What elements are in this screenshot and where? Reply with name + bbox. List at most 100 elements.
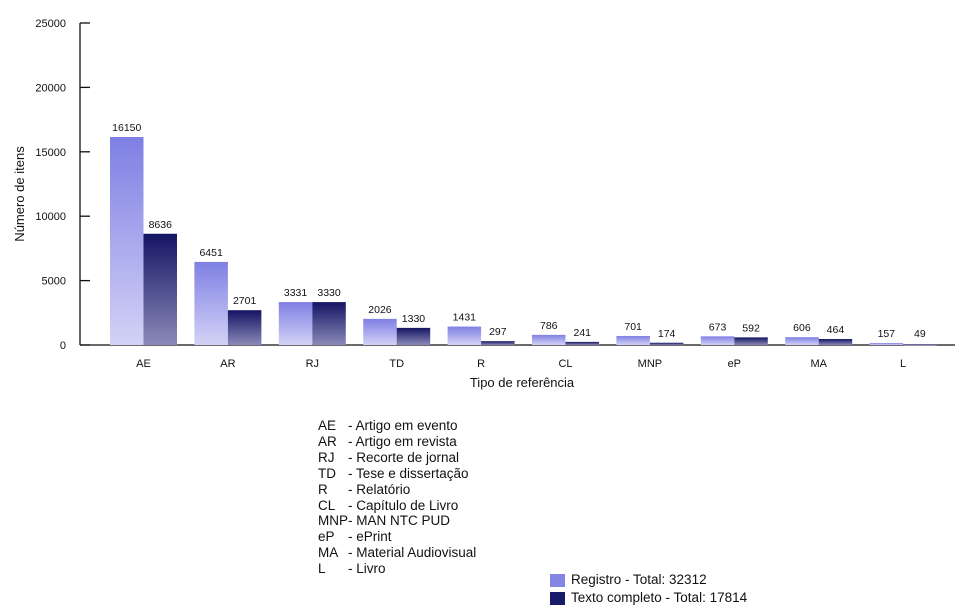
abbreviation-item: TD - Tese e dissertação — [318, 466, 476, 482]
y-tick-label: 10000 — [35, 211, 66, 223]
abbreviation-item: AE - Artigo em evento — [318, 418, 476, 434]
bar — [143, 233, 177, 345]
data-label: 3331 — [284, 287, 308, 299]
x-axis-title: Tipo de referência — [470, 375, 575, 390]
y-tick-label: 5000 — [42, 276, 66, 288]
abbreviation-description: - ePrint — [348, 529, 392, 545]
data-label: 606 — [793, 322, 811, 334]
abbreviation-code: CL — [318, 497, 336, 513]
abbreviation-description: - Artigo em revista — [348, 433, 457, 449]
x-tick-label: MNP — [638, 358, 662, 370]
data-label: 157 — [878, 328, 896, 340]
data-label: 592 — [742, 322, 760, 334]
abbreviation-code: eP — [318, 529, 335, 545]
x-tick-label: AE — [136, 358, 151, 370]
abbreviation-description: - Livro — [348, 561, 386, 577]
bar — [194, 261, 228, 345]
data-label: 49 — [914, 328, 926, 340]
abbreviation-code: AE — [318, 418, 337, 433]
bar — [818, 339, 853, 345]
data-label: 701 — [624, 321, 642, 333]
legend-swatch-texto-completo — [550, 591, 565, 605]
abbreviation-code: L — [318, 561, 326, 577]
bar — [396, 327, 431, 345]
abbreviation-description: - Material Audiovisual — [348, 545, 477, 561]
y-axis-title: Número de itens — [12, 146, 27, 242]
data-label: 673 — [709, 321, 727, 333]
data-label: 241 — [573, 327, 591, 339]
legend-label-registro: Registro - Total: 32312 — [571, 572, 707, 587]
bar — [532, 334, 566, 345]
abbreviation-code: AR — [318, 433, 337, 449]
abbreviation-item: MA - Material Audiovisual — [318, 545, 476, 561]
x-tick-label: MA — [810, 358, 827, 370]
bar — [227, 310, 262, 345]
abbreviation-item: MNP - MAN NTC PUD — [318, 513, 476, 529]
bar — [447, 326, 482, 345]
bar — [903, 344, 937, 346]
bar — [312, 302, 346, 345]
x-tick-label: CL — [558, 358, 572, 370]
legend: Registro - Total: 32312 Texto completo -… — [550, 571, 747, 607]
abbreviation-item: R - Relatório — [318, 482, 476, 498]
data-label: 174 — [658, 328, 676, 340]
bar — [481, 341, 515, 345]
y-tick-label: 15000 — [35, 147, 66, 159]
bar — [649, 342, 684, 345]
legend-label-texto-completo: Texto completo - Total: 17814 — [571, 590, 748, 605]
legend-swatch-registro — [550, 573, 565, 587]
y-tick-label: 20000 — [35, 82, 66, 94]
abbreviation-description: - Artigo em evento — [348, 418, 458, 433]
abbreviation-code: R — [318, 481, 328, 497]
abbreviation-item: L - Livro — [318, 561, 476, 577]
abbreviation-item: eP - ePrint — [318, 529, 476, 545]
data-label: 464 — [827, 324, 845, 336]
x-tick-label: AR — [220, 358, 235, 370]
bar — [700, 336, 735, 345]
bar — [278, 302, 313, 345]
data-label: 297 — [489, 326, 507, 338]
data-label: 8636 — [149, 219, 173, 231]
data-label: 3330 — [317, 287, 341, 299]
bar — [785, 337, 819, 345]
y-axis: 0 5000 10000 15000 20000 25000 — [35, 18, 90, 352]
x-tick-label: TD — [389, 358, 404, 370]
x-tick-label: RJ — [306, 358, 319, 370]
legend-item-registro: Registro - Total: 32312 — [550, 571, 747, 589]
data-label: 16150 — [112, 122, 141, 134]
y-tick-label: 0 — [60, 340, 66, 352]
abbreviation-description: - Recorte de jornal — [348, 449, 460, 465]
x-axis: AE AR RJ TD R CL MNP eP MA L — [80, 344, 955, 370]
bars-group — [110, 136, 937, 346]
data-label: 6451 — [199, 247, 223, 259]
abbreviation-description: - Capítulo de Livro — [348, 497, 459, 513]
bar — [869, 342, 904, 345]
bar — [565, 341, 599, 345]
bar — [734, 337, 768, 345]
abbreviation-description: - MAN NTC PUD — [348, 513, 450, 529]
data-label: 2701 — [233, 295, 257, 307]
data-label: 1431 — [453, 312, 477, 324]
data-label: 786 — [540, 320, 558, 332]
x-tick-label: eP — [728, 358, 741, 370]
data-label: 2026 — [368, 304, 392, 316]
bar — [363, 318, 397, 345]
abbreviation-list: AE - Artigo em evento AR - Artigo em revist… — [318, 418, 476, 577]
x-tick-label: R — [477, 358, 485, 370]
abbreviation-item: RJ - Recorte de jornal — [318, 450, 476, 466]
x-tick-label: L — [900, 358, 906, 370]
data-label: 1330 — [402, 313, 426, 325]
abbreviation-code: RJ — [318, 449, 335, 465]
bar — [616, 335, 650, 345]
abbreviation-code: MA — [318, 545, 339, 561]
abbreviation-code: TD — [318, 465, 336, 481]
abbreviation-item: CL - Capítulo de Livro — [318, 498, 476, 514]
data-labels-group: 16150 8636 6451 2701 3331 3330 2026 1330 1431 297… — [112, 122, 926, 340]
abbreviation-item: AR - Artigo em revista — [318, 434, 476, 450]
bar — [110, 136, 144, 345]
y-tick-label: 25000 — [35, 18, 66, 30]
bar-chart: 0 5000 10000 15000 20000 25000 AE AR RJ TD R CL MNP… — [12, 18, 955, 390]
abbreviation-code: MNP — [318, 513, 348, 529]
abbreviation-description: - Relatório — [348, 481, 411, 497]
legend-item-texto-completo: Texto completo - Total: 17814 — [550, 589, 747, 607]
